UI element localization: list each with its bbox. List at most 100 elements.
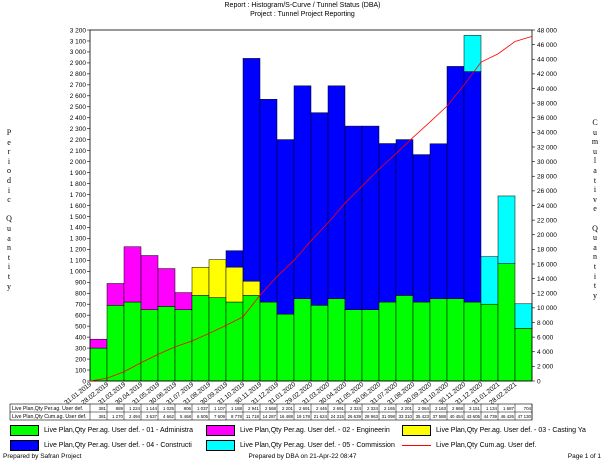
table-cell: 2 691 xyxy=(333,406,345,411)
left-tick-label: 500 xyxy=(75,323,86,330)
right-tick-label: 32 000 xyxy=(537,144,557,151)
table-cell: 4 662 xyxy=(163,414,175,419)
bar-1-26 xyxy=(514,328,533,382)
right-tick-label: 42 000 xyxy=(537,71,557,78)
left-tick-label: 1 300 xyxy=(70,236,87,243)
table-cell: 8 778 xyxy=(231,414,243,419)
table-cell: 7 609 xyxy=(214,414,226,419)
bar-4-23 xyxy=(463,71,482,303)
table-cell: 889 xyxy=(116,406,124,411)
bar-1-6 xyxy=(174,309,193,382)
table-cell: 2 446 xyxy=(316,406,328,411)
left-tick-label: 2 900 xyxy=(70,60,87,67)
right-tick-label: 20 000 xyxy=(537,232,557,239)
bar-1-11 xyxy=(259,301,278,382)
bar-4-16 xyxy=(344,125,363,310)
bar-4-10 xyxy=(242,58,261,282)
bar-1-10 xyxy=(242,295,261,382)
table-cell: 381 xyxy=(99,414,107,419)
bar-4-9 xyxy=(225,250,244,268)
right-tick-label: 34 000 xyxy=(537,130,557,137)
left-tick-label: 100 xyxy=(75,367,86,374)
right-tick-label: 38 000 xyxy=(537,100,557,107)
bar-1-16 xyxy=(344,309,363,382)
bar-1-13 xyxy=(293,298,312,382)
table-cell: 381 xyxy=(99,406,107,411)
table-cell: 1 687 xyxy=(503,406,515,411)
bar-4-11 xyxy=(259,99,278,303)
left-tick-label: 1 600 xyxy=(70,203,87,210)
table-cell: 2 324 xyxy=(350,406,362,411)
bar-2-3 xyxy=(123,246,142,303)
table-cell: 19 178 xyxy=(297,414,311,419)
right-tick-label: 44 000 xyxy=(537,57,557,64)
table-cell: 11 718 xyxy=(246,414,260,419)
right-tick-label: 14 000 xyxy=(537,276,557,283)
table-cell: 35 423 xyxy=(416,414,430,419)
left-tick-label: 800 xyxy=(75,291,86,298)
left-tick-label: 3 200 xyxy=(70,27,87,34)
table-cell: 2 868 xyxy=(452,406,464,411)
legend-swatch xyxy=(10,425,39,436)
legend-label: Live Plan,Qty Per.ag. User def. - 03 - C… xyxy=(436,427,586,434)
left-tick-label: 3 000 xyxy=(70,49,87,56)
table-cell: 1 037 xyxy=(197,406,209,411)
bar-1-2 xyxy=(106,305,125,382)
legend-swatch xyxy=(402,445,431,446)
left-tick-label: 1 700 xyxy=(70,192,87,199)
cumulative-line xyxy=(89,35,533,382)
bar-1-4 xyxy=(140,309,159,382)
table-row-label: Live Plan,Qty Cum.ag. User def. xyxy=(12,414,86,420)
table-cell: 40 454 xyxy=(450,414,464,419)
table-cell: 1 134 xyxy=(486,406,498,411)
legend-swatch xyxy=(402,425,431,436)
bar-4-14 xyxy=(310,112,329,306)
bar-1-25 xyxy=(497,263,516,382)
bar-1-9 xyxy=(225,301,244,382)
right-tick-label: 30 000 xyxy=(537,159,557,166)
bar-4-15 xyxy=(327,85,346,299)
bar-3-7 xyxy=(191,267,210,296)
left-tick-label: 700 xyxy=(75,302,86,309)
bar-1-23 xyxy=(463,301,482,382)
bar-1-7 xyxy=(191,295,210,382)
bar-5-24 xyxy=(480,256,499,305)
table-cell: 1 224 xyxy=(129,406,141,411)
table-cell: 21 624 xyxy=(314,414,328,419)
table-cell: 33 310 xyxy=(399,414,413,419)
right-tick-label: 26 000 xyxy=(537,188,557,195)
bar-3-9 xyxy=(225,266,244,303)
table-cell: 3 151 xyxy=(469,406,481,411)
bar-1-12 xyxy=(276,313,295,382)
left-tick-label: 2 700 xyxy=(70,82,87,89)
table-cell: 2 568 xyxy=(265,406,277,411)
table-cell: 2 201 xyxy=(282,406,294,411)
bar-1-14 xyxy=(310,305,329,382)
left-tick-label: 200 xyxy=(75,356,86,363)
right-tick-label: 8 000 xyxy=(537,320,554,327)
bar-2-5 xyxy=(157,268,176,307)
right-tick-label: 46 000 xyxy=(537,42,557,49)
footer-prepared-by: Prepared by Safran Project xyxy=(3,453,82,460)
bar-1-24 xyxy=(480,303,499,382)
right-tick-label: 24 000 xyxy=(537,203,557,210)
table-cell: 16 488 xyxy=(280,414,294,419)
bar-5-25 xyxy=(497,195,516,264)
bar-1-15 xyxy=(327,298,346,382)
left-tick-label: 2 100 xyxy=(70,148,87,155)
legend-swatch xyxy=(206,440,235,451)
bar-1-5 xyxy=(157,306,176,382)
right-tick-label: 4 000 xyxy=(537,349,554,356)
right-tick-label: 10 000 xyxy=(537,305,557,312)
legend-swatch xyxy=(206,425,235,436)
table-cell: 46 426 xyxy=(501,414,515,419)
footer-date: Prepared by DBA on 21-Apr-22 08:47 xyxy=(248,453,357,460)
table-cell: 806 xyxy=(184,406,192,411)
project-title: Project : Tunnel Project Reporting xyxy=(250,11,355,18)
table-row-label: Live Plan,Qty Per.ag. User def. xyxy=(12,406,83,412)
table-cell: 1 025 xyxy=(163,406,175,411)
bar-4-19 xyxy=(395,139,414,296)
table-cell: 1 188 xyxy=(231,406,243,411)
right-tick-label: 22 000 xyxy=(537,217,557,224)
left-tick-label: 2 300 xyxy=(70,126,87,133)
